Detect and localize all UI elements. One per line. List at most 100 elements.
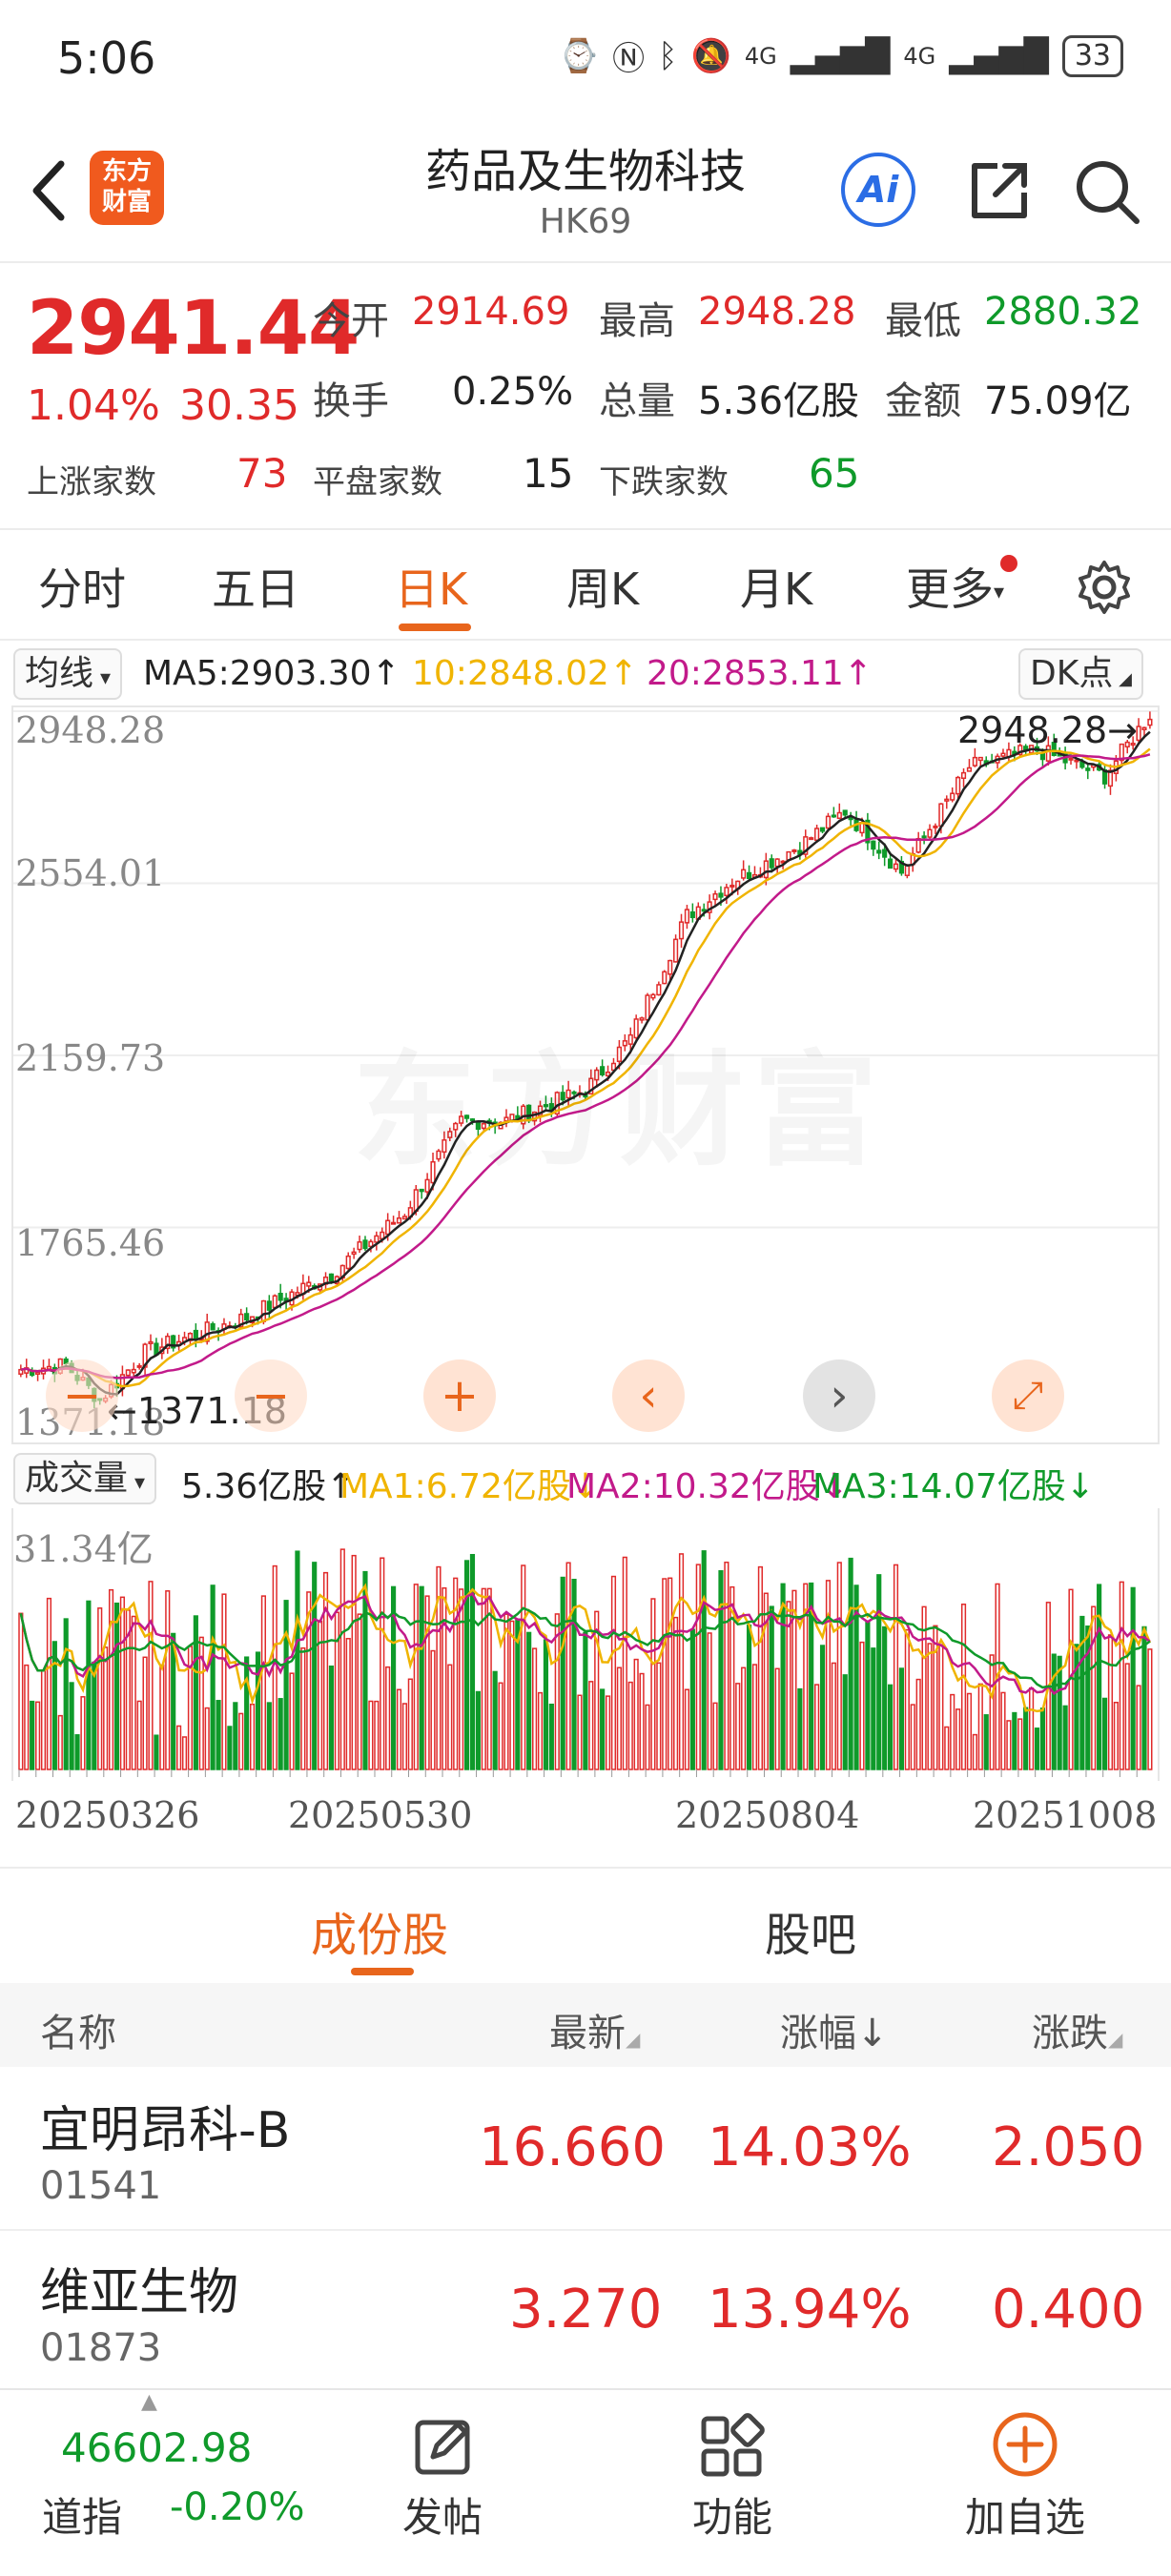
search-icon[interactable] xyxy=(1070,154,1142,227)
candle xyxy=(950,792,955,801)
turnover-value: 0.25% xyxy=(452,370,574,414)
share-icon[interactable] xyxy=(961,153,1037,229)
dk-point-toggle[interactable]: DK点 ◢ xyxy=(1018,648,1143,700)
candle xyxy=(1074,759,1079,763)
tab-constituents[interactable]: 成份股 xyxy=(311,1909,449,1962)
volume-ma2: MA2:10.32亿股↓ xyxy=(566,1467,849,1506)
volume-bar xyxy=(1136,1685,1141,1770)
volume-bar xyxy=(396,1688,402,1770)
volume-bar xyxy=(809,1582,814,1770)
scroll-right-button[interactable]: › xyxy=(803,1360,875,1432)
kline-chart[interactable] xyxy=(11,705,1160,1444)
volume-bar xyxy=(193,1615,198,1770)
col-change-pct[interactable]: 涨幅↓ xyxy=(780,2012,889,2055)
ma10-value: 10:2848.02↑ xyxy=(412,654,638,693)
constituent-tabs: 成份股 股吧 xyxy=(0,1869,1171,1983)
volume-bar xyxy=(627,1681,633,1770)
bluetooth-icon: ᛒ xyxy=(658,36,678,75)
volume-bar xyxy=(791,1589,797,1770)
volume-bar xyxy=(1091,1605,1097,1770)
add-watchlist-label[interactable]: 加自选 xyxy=(965,2494,1086,2541)
post-label[interactable]: 发帖 xyxy=(402,2494,483,2541)
settings-gear-icon[interactable] xyxy=(1076,559,1133,616)
volume-bar xyxy=(339,1548,345,1770)
x-axis-label: 20250530 xyxy=(288,1794,473,1836)
zoom-out-button[interactable]: − xyxy=(46,1360,118,1432)
volume-selector[interactable]: 成交量 ▾ xyxy=(13,1453,157,1504)
tab-more[interactable]: 更多▾ xyxy=(906,555,1018,618)
open-value: 2914.69 xyxy=(412,290,570,334)
volume-bar xyxy=(521,1564,526,1770)
volume-bar xyxy=(142,1656,148,1770)
candle xyxy=(871,840,876,850)
tab-monthly-k[interactable]: 月K xyxy=(740,563,813,615)
stock-latest: 16.660 xyxy=(479,2116,666,2178)
bottom-bar: ▲ 46602.98 道指 -0.20% 发帖 功能 加自选 xyxy=(0,2388,1171,2576)
volume-bar xyxy=(86,1600,92,1770)
volume-bar xyxy=(746,1624,752,1770)
volume-bar xyxy=(289,1672,295,1770)
fullscreen-icon[interactable]: ⤢ xyxy=(992,1360,1064,1432)
candle xyxy=(306,1281,312,1287)
ai-button[interactable]: Ai xyxy=(841,153,915,227)
volume-bar xyxy=(933,1625,938,1770)
index-value[interactable]: 46602.98 xyxy=(61,2424,253,2471)
volume-bar xyxy=(154,1734,159,1770)
zoom-in-button[interactable]: + xyxy=(423,1360,496,1432)
col-change[interactable]: 涨跌◢ xyxy=(1032,2012,1123,2055)
candle xyxy=(600,1066,606,1075)
function-label[interactable]: 功能 xyxy=(692,2494,773,2541)
active-subtab-indicator xyxy=(351,1968,414,1975)
high-label: 最高 xyxy=(599,299,675,343)
tab-weekly-k[interactable]: 周K xyxy=(566,563,640,615)
candle xyxy=(1068,757,1074,761)
table-row[interactable]: 维亚生物 01873 3.270 13.94% 0.400 xyxy=(0,2231,1171,2393)
volume-bar xyxy=(814,1684,820,1770)
stock-code: 01541 xyxy=(40,2164,162,2208)
tab-daily-k[interactable]: 日K xyxy=(395,563,468,615)
volume-bar xyxy=(92,1661,97,1770)
volume-bar xyxy=(498,1682,503,1770)
volume-bar xyxy=(645,1704,650,1770)
volume-bar xyxy=(1023,1707,1029,1770)
index-change[interactable]: -0.20% xyxy=(170,2485,305,2529)
col-name[interactable]: 名称 xyxy=(40,2012,116,2055)
stock-latest: 3.270 xyxy=(509,2279,663,2341)
function-grid-icon[interactable] xyxy=(698,2413,765,2480)
scroll-left-button[interactable]: ‹ xyxy=(612,1360,685,1432)
back-icon[interactable] xyxy=(21,153,78,229)
volume-bar xyxy=(1034,1728,1040,1770)
col-latest[interactable]: 最新◢ xyxy=(549,2012,641,2055)
volume-bar xyxy=(503,1613,509,1770)
volume-bar xyxy=(24,1664,30,1770)
candle xyxy=(193,1329,198,1339)
table-row[interactable]: 宜明昂科-B 01541 16.660 14.03% 2.050 xyxy=(0,2069,1171,2231)
tab-stock-forum[interactable]: 股吧 xyxy=(765,1909,857,1962)
volume-bar xyxy=(893,1564,899,1770)
candle xyxy=(605,1071,611,1077)
volume-bar xyxy=(401,1703,408,1770)
post-icon[interactable] xyxy=(410,2413,477,2480)
volume-bar xyxy=(238,1712,244,1770)
candle xyxy=(424,1178,430,1193)
volume-bar xyxy=(600,1688,606,1770)
tab-five-day[interactable]: 五日 xyxy=(212,563,299,615)
ma-selector[interactable]: 均线 ▾ xyxy=(13,648,123,700)
volume-bar xyxy=(1006,1720,1012,1770)
zoom-out-button[interactable]: − xyxy=(235,1360,307,1432)
volume-bar xyxy=(442,1586,447,1770)
volume-bar xyxy=(469,1553,476,1770)
candle xyxy=(1051,742,1057,757)
candle xyxy=(724,887,729,897)
candle xyxy=(893,863,899,870)
candle xyxy=(825,815,832,829)
caret-up-icon[interactable]: ▲ xyxy=(141,2390,157,2414)
index-name[interactable]: 道指 xyxy=(42,2494,123,2541)
tab-intraday[interactable]: 分时 xyxy=(38,563,126,615)
volume-bar xyxy=(57,1714,63,1770)
candle xyxy=(1147,718,1153,726)
volume-chart[interactable] xyxy=(11,1508,1160,1781)
volume-bar xyxy=(571,1579,577,1770)
add-watchlist-icon[interactable] xyxy=(990,2409,1060,2480)
candle xyxy=(633,1018,639,1039)
